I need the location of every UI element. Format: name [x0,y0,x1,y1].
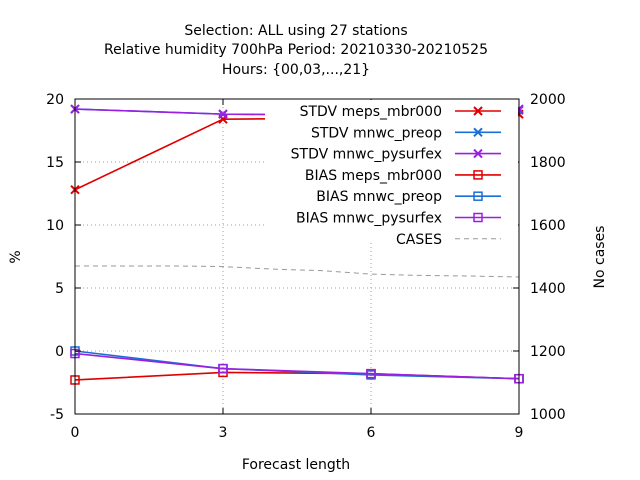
data-point [218,363,228,374]
legend-label: STDV meps_mbr000 [300,104,442,120]
y-tick-label: 0 [55,344,64,360]
x-tick-label: 9 [515,425,524,441]
y-tick-label: 5 [55,281,64,297]
y-tick-label: 20 [46,92,64,108]
legend-label: STDV mnwc_pysurfex [291,147,442,163]
y-tick-label: 10 [46,218,64,234]
y2-tick-label: 1000 [530,407,566,423]
plot-frame [74,98,520,415]
y2-tick-label: 1600 [530,218,566,234]
legend-marker [473,127,483,138]
chart-title-line-1: Selection: ALL using 27 stations [184,23,407,39]
chart-title-line-2: Relative humidity 700hPa Period: 2021033… [104,42,488,58]
data-point [218,109,228,119]
legend-marker [473,148,483,159]
series-line [75,265,520,278]
legend-marker [473,191,483,201]
x-axis-label: Forecast length [242,457,350,473]
legend-label: STDV mnwc_preop [311,125,442,141]
chart-title-line-3: Hours: {00,03,...,21} [222,62,370,78]
y2-tick-label: 1800 [530,155,566,171]
x-tick-label: 3 [219,425,228,441]
legend: STDV meps_mbr000 STDV mnwc_preop STDV mnwc… [265,100,518,248]
data-point [366,368,376,379]
y-axis-label: % [8,250,24,263]
y2-axis-label: No cases [592,226,608,289]
y2-tick-label: 2000 [530,92,566,108]
series-line [74,350,520,380]
axes: 0 3 6 9 -5 0 5 10 15 20 1000 1200 1400 1600 1800 2000 [46,92,565,441]
x-tick-label: 6 [367,425,376,441]
legend-marker [473,212,483,223]
legend-label: BIAS meps_mbr000 [305,168,442,184]
legend-label: BIAS mnwc_pysurfex [296,211,442,227]
y-tick-label: 15 [46,155,64,171]
y-tick-label: -5 [50,407,64,423]
series-cases [75,265,520,278]
legend-label: BIAS mnwc_preop [316,189,442,205]
legend-marker [473,170,483,180]
y2-tick-label: 1400 [530,281,566,297]
legend-marker [473,106,483,116]
legend-label: CASES [396,232,442,248]
series-line [74,352,520,380]
x-tick-label: 0 [71,425,80,441]
y2-tick-label: 1200 [530,344,566,360]
